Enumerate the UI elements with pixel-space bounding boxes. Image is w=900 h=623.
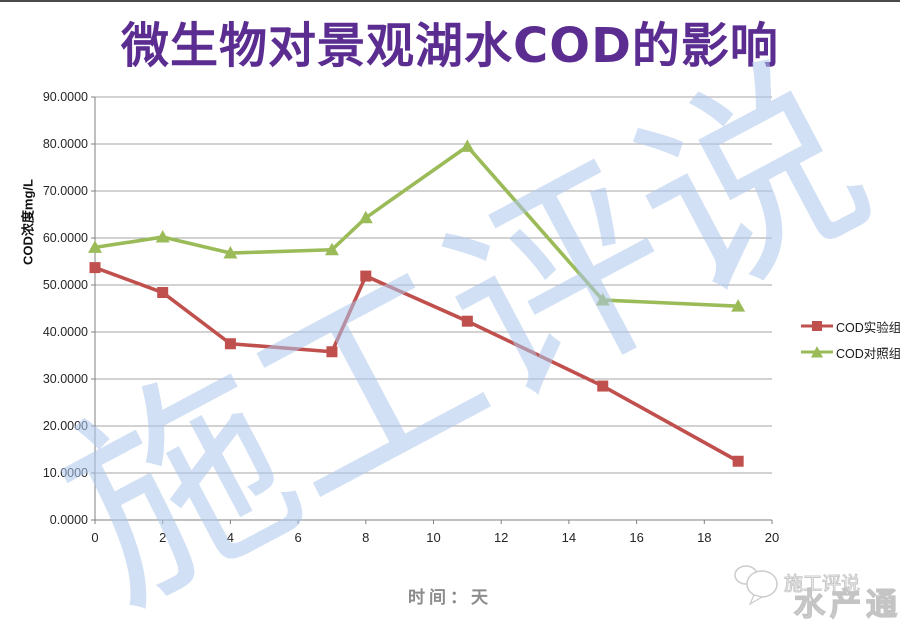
x-tick-label: 14 (561, 530, 577, 545)
data-point-triangle (460, 139, 475, 152)
data-point-triangle (595, 293, 610, 306)
series-line-triangle (94, 144, 739, 308)
y-tick-label: 20.0000 (42, 419, 88, 433)
legend-marker-square (801, 321, 833, 331)
x-tick-label: 12 (493, 530, 509, 545)
data-point-triangle (155, 230, 170, 243)
y-tick-label: 10.0000 (42, 466, 88, 480)
x-tick-label: 2 (159, 530, 167, 545)
x-axis-title: 时间：天 (408, 588, 492, 607)
plot-svg (88, 96, 773, 524)
x-tick-label: 10 (426, 530, 441, 545)
legend-item-experimental: COD实验组 (801, 315, 900, 337)
top-border-line (0, 0, 900, 2)
footer-brand-text: 施工评说 (783, 574, 861, 596)
x-tick-label: 6 (294, 530, 302, 545)
speech-bubbles-icon (734, 565, 778, 606)
legend-marker-triangle (801, 346, 833, 358)
series-line-square (94, 265, 740, 463)
y-tick-label: 80.0000 (42, 137, 88, 151)
data-point-square (461, 315, 473, 327)
footer-logo: 施工评说 水产通 (728, 556, 900, 623)
data-point-square (89, 262, 101, 274)
x-tick-label: 0 (91, 530, 99, 545)
legend-label-control: COD对照组 (836, 346, 900, 361)
data-point-square (360, 270, 372, 282)
x-tick-label: 8 (362, 530, 370, 545)
y-tick-label: 0.0000 (49, 513, 88, 527)
y-tick-label: 90.0000 (42, 90, 88, 104)
data-point-triangle (358, 210, 373, 224)
data-point-square (326, 346, 338, 358)
legend-label-experimental: COD实验组 (836, 320, 900, 335)
data-point-square (224, 338, 236, 350)
y-tick-label: 70.0000 (42, 184, 88, 198)
data-point-triangle (324, 242, 339, 256)
data-point-square (732, 455, 744, 467)
data-point-square (597, 380, 609, 392)
footer-overlay-text: 水产通 (793, 586, 900, 622)
x-tick-label: 18 (697, 530, 712, 545)
data-point-triangle (223, 246, 238, 259)
data-point-triangle (731, 299, 746, 312)
x-tick-label: 16 (629, 530, 644, 545)
y-tick-label: 60.0000 (42, 231, 88, 245)
y-tick-label: 30.0000 (42, 372, 88, 386)
data-point-square (157, 287, 169, 299)
x-tick-label: 4 (226, 530, 234, 545)
x-tick-label: 20 (764, 530, 780, 545)
legend-item-control: COD对照组 (801, 341, 900, 363)
y-tick-label: 40.0000 (42, 325, 88, 339)
y-tick-label: 50.0000 (42, 278, 88, 292)
data-point-triangle (88, 240, 102, 253)
chart-title: 微生物对景观湖水COD的影响 (121, 18, 779, 74)
legend: COD实验组 COD对照组 (801, 315, 900, 367)
